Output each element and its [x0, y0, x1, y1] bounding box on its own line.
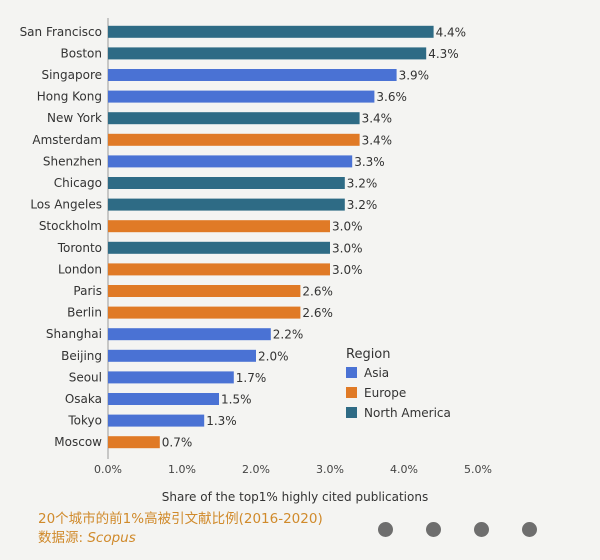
bar-amsterdam — [108, 133, 360, 146]
legend-swatch-north-america — [346, 407, 357, 418]
category-label-seoul: Seoul — [69, 370, 102, 384]
value-label-beijing: 2.0% — [258, 349, 289, 363]
pager-dot[interactable] — [378, 522, 393, 537]
slide-pager — [360, 520, 600, 540]
bar-toronto — [108, 241, 330, 254]
category-label-paris: Paris — [73, 284, 102, 298]
value-label-paris: 2.6% — [302, 285, 333, 299]
category-label-boston: Boston — [61, 46, 102, 60]
pager-dot[interactable] — [474, 522, 489, 537]
category-label-london: London — [58, 262, 102, 276]
category-label-beijing: Beijing — [61, 349, 102, 363]
x-tick-label: 3.0% — [316, 463, 344, 476]
category-label-new-york: New York — [47, 111, 102, 125]
value-label-berlin: 2.6% — [302, 306, 333, 320]
value-label-osaka: 1.5% — [221, 393, 252, 407]
figure-caption: 20个城市的前1%高被引文献比例(2016-2020) 数据源: Scopus — [38, 510, 323, 548]
value-label-shanghai: 2.2% — [273, 328, 304, 342]
bar-tokyo — [108, 414, 205, 427]
bar-osaka — [108, 393, 219, 405]
value-label-new-york: 3.4% — [362, 112, 393, 126]
category-label-san-francisco: San Francisco — [20, 25, 102, 39]
bar-shenzhen — [108, 155, 353, 168]
bar-los-angeles — [108, 198, 345, 211]
bar-london — [108, 263, 330, 276]
value-label-shenzhen: 3.3% — [354, 155, 385, 169]
legend-swatch-asia — [346, 367, 357, 378]
bar-chicago — [108, 177, 345, 189]
category-label-hong-kong: Hong Kong — [37, 90, 102, 104]
value-label-amsterdam: 3.4% — [362, 133, 393, 147]
legend-label-north-america: North America — [364, 406, 451, 420]
value-label-london: 3.0% — [332, 263, 363, 277]
bar-hong-kong — [108, 90, 375, 103]
value-label-los-angeles: 3.2% — [347, 198, 378, 212]
x-tick-label: 2.0% — [242, 463, 270, 476]
caption-source-line: 数据源: Scopus — [38, 529, 323, 548]
legend-label-asia: Asia — [364, 366, 389, 380]
bar-paris — [108, 285, 301, 297]
category-label-berlin: Berlin — [67, 306, 102, 320]
caption-source: Scopus — [87, 530, 136, 546]
bar-singapore — [108, 69, 397, 81]
pager-dot[interactable] — [426, 522, 441, 537]
category-label-singapore: Singapore — [41, 68, 102, 82]
x-tick-label: 4.0% — [390, 463, 418, 476]
value-label-stockholm: 3.0% — [332, 220, 363, 234]
category-label-amsterdam: Amsterdam — [32, 133, 102, 147]
pager-dot[interactable] — [522, 522, 537, 537]
bar-stockholm — [108, 220, 330, 233]
value-label-toronto: 3.0% — [332, 241, 363, 255]
bar-chart: San Francisco 4.4% Boston 4.3% Singapore 3.9%… — [20, 18, 492, 504]
x-tick-label: 1.0% — [168, 463, 196, 476]
bar-new-york — [108, 112, 360, 125]
caption-source-label: 数据源: — [38, 530, 88, 546]
x-tick-label: 0.0% — [94, 463, 122, 476]
category-label-stockholm: Stockholm — [39, 219, 102, 233]
legend-label-europe: Europe — [364, 386, 406, 400]
legend-title: Region — [346, 347, 391, 362]
value-label-singapore: 3.9% — [399, 69, 430, 83]
category-label-los-angeles: Los Angeles — [30, 198, 102, 212]
category-label-toronto: Toronto — [57, 241, 102, 255]
value-label-seoul: 1.7% — [236, 371, 266, 385]
category-label-chicago: Chicago — [54, 176, 102, 190]
category-label-shanghai: Shanghai — [46, 327, 102, 341]
bar-berlin — [108, 306, 301, 319]
value-label-hong-kong: 3.6% — [376, 90, 407, 104]
bar-seoul — [108, 371, 234, 384]
legend-swatch-europe — [346, 387, 357, 398]
value-label-san-francisco: 4.4% — [436, 25, 467, 39]
value-label-chicago: 3.2% — [347, 177, 378, 191]
x-axis-title: Share of the top1% highly cited publicat… — [162, 490, 428, 504]
bar-boston — [108, 47, 427, 60]
value-label-boston: 4.3% — [428, 47, 459, 61]
bar-shanghai — [108, 328, 271, 341]
category-label-shenzhen: Shenzhen — [43, 154, 102, 168]
x-tick-label: 5.0% — [464, 463, 492, 476]
bar-beijing — [108, 349, 256, 362]
bar-san-francisco — [108, 25, 434, 38]
bar-moscow — [108, 436, 160, 449]
value-label-tokyo: 1.3% — [206, 414, 237, 428]
category-label-osaka: Osaka — [65, 392, 102, 406]
category-label-tokyo: Tokyo — [67, 414, 102, 428]
caption-title: 20个城市的前1%高被引文献比例(2016-2020) — [38, 511, 323, 527]
category-label-moscow: Moscow — [54, 435, 102, 449]
value-label-moscow: 0.7% — [162, 436, 193, 450]
